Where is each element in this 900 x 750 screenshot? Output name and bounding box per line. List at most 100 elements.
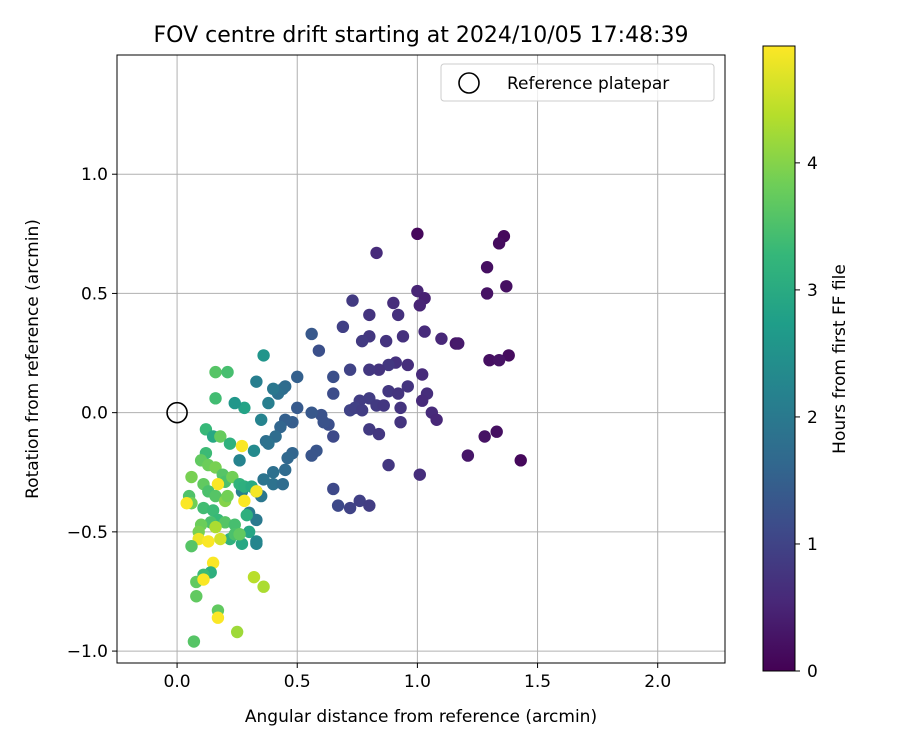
data-point: [355, 404, 369, 417]
data-point: [274, 420, 287, 434]
data-point: [387, 296, 400, 310]
legend: Reference platepar: [440, 63, 715, 102]
x-tick-label: 0.0: [164, 672, 191, 692]
data-point: [514, 454, 527, 467]
data-point: [240, 508, 253, 522]
data-point: [435, 332, 448, 345]
legend-reference-marker: [458, 72, 480, 94]
axes-frame: [116, 54, 726, 664]
data-point: [379, 334, 393, 348]
data-point: [281, 451, 294, 465]
y-tick-label: 0.5: [81, 284, 108, 304]
data-point: [418, 325, 431, 338]
colorbar-label: Hours from first FF file: [830, 264, 850, 454]
data-point: [363, 363, 376, 376]
data-point: [206, 556, 220, 570]
y-tick-label: 0.0: [81, 404, 108, 424]
colorbar: 0 1 2 3 4 Hours from first FF file: [762, 45, 850, 682]
data-point: [267, 466, 280, 479]
data-point: [490, 425, 503, 438]
data-point: [461, 449, 475, 462]
data-point: [291, 401, 304, 415]
legend-entry-reference-platepar: Reference platepar: [507, 74, 669, 94]
data-point: [483, 353, 496, 367]
data-point: [276, 477, 290, 491]
x-axis-label: Angular distance from reference (arcmin): [245, 707, 597, 727]
data-point: [343, 501, 357, 515]
data-point: [250, 485, 263, 498]
data-point: [355, 334, 369, 348]
data-point: [416, 394, 429, 407]
data-point: [291, 370, 304, 384]
data-point: [305, 449, 318, 462]
data-point: [230, 625, 244, 639]
colorbar-tick-label: 1: [807, 535, 818, 555]
data-point: [250, 513, 263, 527]
data-point: [262, 396, 275, 410]
data-point: [185, 470, 198, 484]
chart-title: FOV centre drift starting at 2024/10/05 …: [154, 23, 689, 48]
data-point: [221, 489, 234, 503]
data-point: [305, 327, 318, 341]
data-point: [235, 537, 249, 550]
data-point: [401, 380, 414, 393]
data-point: [214, 430, 227, 443]
data-point: [331, 499, 345, 512]
data-point: [363, 308, 376, 322]
data-point: [254, 413, 268, 426]
data-point: [312, 344, 326, 357]
data-point: [305, 406, 318, 419]
data-point: [480, 261, 494, 274]
reference-marker: [166, 401, 188, 424]
data-point: [185, 539, 198, 553]
data-point: [211, 611, 225, 624]
data-point: [257, 580, 270, 593]
x-tick-label: 1.5: [524, 672, 551, 692]
data-point: [209, 520, 222, 534]
data-point: [401, 358, 414, 372]
data-point: [228, 518, 241, 531]
data-point: [279, 463, 292, 477]
data-point: [502, 349, 515, 362]
data-point: [228, 396, 241, 410]
x-tick-label: 2.0: [644, 672, 671, 692]
data-point: [197, 501, 210, 515]
data-point: [202, 535, 215, 548]
data-point: [211, 477, 225, 491]
data-point: [396, 330, 410, 343]
colorbar-tick-label: 3: [807, 281, 818, 301]
data-point: [500, 280, 513, 293]
data-point: [247, 444, 261, 457]
legend-box: [440, 63, 715, 102]
data-point: [257, 473, 270, 486]
data-point: [327, 430, 340, 443]
data-point: [180, 497, 193, 510]
x-tick-label: 0.5: [284, 672, 311, 692]
data-point: [317, 415, 330, 429]
x-tick-label: 1.0: [404, 672, 431, 692]
data-point: [197, 573, 210, 586]
y-tick-label: −0.5: [67, 523, 108, 543]
y-tick-label: −1.0: [67, 642, 108, 662]
data-point: [250, 375, 263, 388]
data-point: [336, 320, 350, 334]
data-point: [480, 287, 494, 300]
data-point: [209, 489, 222, 503]
data-point: [218, 516, 232, 529]
data-point: [267, 477, 280, 491]
data-point: [411, 227, 424, 241]
data-point: [233, 528, 246, 541]
data-point: [372, 363, 386, 376]
y-ticks: −1.0 −0.5 0.0 0.5 1.0: [67, 165, 117, 662]
data-point: [430, 413, 443, 426]
data-point: [209, 392, 222, 405]
data-point: [250, 537, 263, 550]
data-point: [206, 504, 220, 517]
data-point: [187, 635, 201, 648]
data-point: [267, 382, 280, 396]
data-point: [370, 246, 383, 260]
data-point: [221, 365, 234, 379]
data-point: [416, 368, 429, 381]
data-point: [363, 499, 376, 512]
